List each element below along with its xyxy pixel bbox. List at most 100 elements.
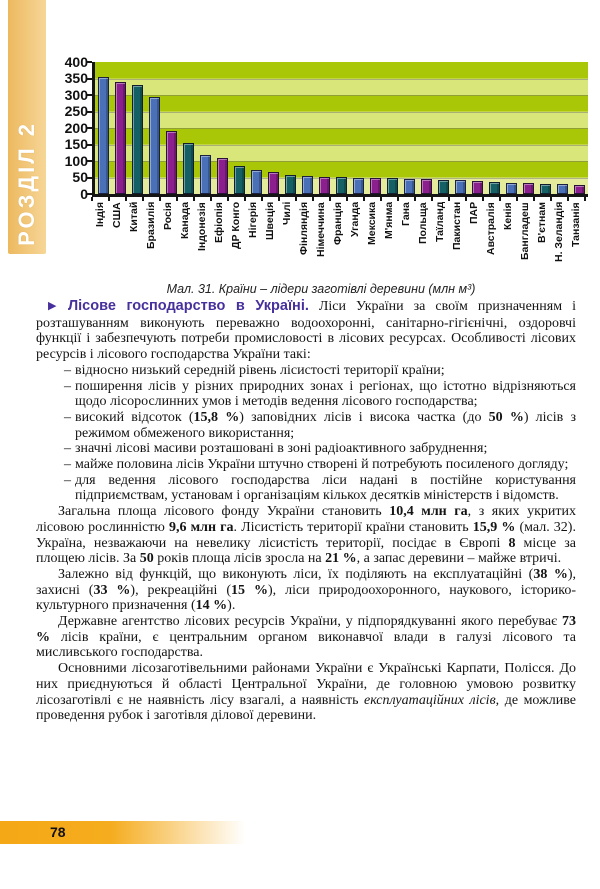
bar-slot [452,180,469,194]
bar-Танзанія [574,184,585,194]
text-segment: 10,4 млн га [389,504,468,520]
x-axis-label: Мексика [366,202,378,246]
y-axis-label: 100 [64,152,88,169]
text-segment: 15 % [231,582,268,598]
bar-Ефіопія [217,157,228,194]
text-segment: років площа лісів зросла на [153,551,326,567]
x-axis-tick [312,197,314,201]
y-axis-tick [87,176,92,179]
x-axis-tick [363,197,365,201]
bar-Польща [421,179,432,194]
y-axis-tick [87,94,92,96]
bar-Росія [166,131,177,194]
text-segment: ), захисні ( [36,566,577,598]
bar-slot [333,177,350,194]
bullet-dash: – [64,472,71,488]
bar-slot [231,165,248,194]
text-segment: майже половина лісів України штучно ство… [75,457,569,473]
x-axis-tick [431,197,433,201]
x-axis-tick [142,197,144,201]
bar-slot [520,183,537,194]
y-axis: 400 350 300 250 200 150 100 50 0 [56,46,90,216]
text-segment: 73 % [36,614,576,645]
x-axis-label: Польща [417,202,429,244]
paragraph: Державне агентство лісових ресурсів Укра… [36,614,576,661]
bar-Німеччина [319,176,330,194]
bar-США [115,81,126,194]
bar-slot [282,175,299,194]
bar-slot [418,179,435,194]
x-axis-label: Ефіопія [213,202,225,243]
bar-slot [146,96,163,194]
y-axis-label: 150 [64,136,88,152]
text-segment: (мал. 32). Україна, незважаючи на невели… [36,519,576,551]
x-axis-tick [278,197,280,201]
text-segment: 15,8 % [193,409,240,425]
x-axis-tick [210,197,212,201]
x-axis-label: Канада [179,202,191,240]
bar-Н. Зеландія [557,184,568,194]
y-axis-tick [87,193,92,195]
bar-ПАР [472,181,483,194]
x-axis-tick [176,197,178,201]
x-axis-tick [533,197,535,201]
x-axis-label: Чилі [281,202,293,226]
text-segment: Державне агентство лісових ресурсів Укра… [58,614,562,630]
paragraph: Загальна площа лісового фонду України ст… [36,504,576,567]
x-axis-tick [91,197,93,201]
text-segment: Основними лісозаготівельними районами Ук… [36,661,576,708]
bar-Фінляндія [302,175,313,194]
x-axis-tick [397,197,399,201]
x-axis-tick [380,197,382,201]
bullet-dash: – [64,378,71,394]
x-axis-label: Китай [128,202,140,233]
text-segment: . Лісистість території країни становить [233,519,473,535]
text-segment: Залежно від функцій, що виконують ліси, … [58,566,534,582]
gridline [95,161,588,162]
y-axis-tick [87,160,92,162]
x-axis-label: Індонезія [196,202,208,251]
gridline [95,128,588,129]
bar-slot [180,142,197,194]
x-axis-label: М'янма [383,202,395,240]
bullet-item: – високий відсоток (15,8 %) заповідних лі… [36,410,576,441]
text-segment: для ведення лісового господарства ліси н… [75,472,576,504]
x-axis-label: Бразилія [145,202,157,250]
bar-Мексика [370,177,381,194]
x-axis-tick [125,197,127,201]
bullet-item: – значні лісові масиви розташовані в зоні… [36,441,576,457]
x-axis-tick [567,197,569,201]
text-segment: місце за площею лісів. За [36,535,576,567]
bar-slot [537,183,554,194]
x-axis-label: Швеція [264,202,276,241]
bar-slot [469,181,486,194]
x-axis-labels: Індія США Китай Бразилія Росія Канада Індонезі… [92,202,585,276]
y-axis-tick [87,143,92,146]
bar-Індонезія [200,155,211,194]
x-axis-label: Таїланд [434,202,446,243]
x-axis-tick [295,197,297,201]
bullet-dash: – [64,441,71,457]
bar-Китай [132,85,143,194]
y-axis-label: 250 [64,103,88,119]
x-axis-label: Уганда [349,202,361,238]
x-axis-tick [414,197,416,201]
text-segment: відносно низький середній рівень лісисто… [75,362,445,378]
x-axis-label: Бангладеш [519,202,531,260]
bar-slot [571,184,588,194]
text-segment: 50 % [488,409,524,425]
bar-Чилі [285,175,296,194]
bar-Кенія [506,183,517,194]
x-axis-tick [329,197,331,201]
bar-Канада [183,142,194,194]
text-segment: значні лісові масиви розташовані в зоні … [75,441,488,457]
gridline [95,78,588,80]
bar-slot [129,85,146,194]
bullet-item: – відносно низький середній рівень лісист… [36,363,576,379]
gridline [95,95,588,96]
x-axis-label: Росія [162,202,174,230]
bar-Пакистан [455,180,466,194]
bar-Швеція [268,171,279,194]
text-segment: лісів країни, є центральним органом вико… [36,629,576,661]
